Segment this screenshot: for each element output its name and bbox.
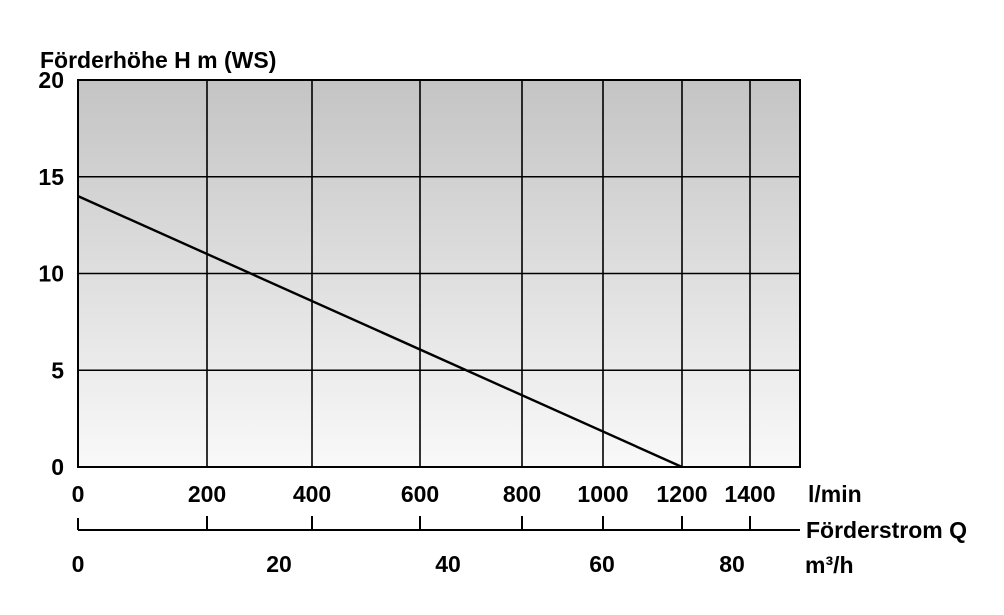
x-tick-label-m3h: 60 xyxy=(589,551,615,577)
y-tick-labels: 0 5 10 15 20 xyxy=(38,67,64,480)
y-tick-label: 10 xyxy=(38,261,64,287)
x-tick-label-lmin: 400 xyxy=(293,481,331,507)
series-line xyxy=(77,195,683,469)
y-axis-title: Förderhöhe H m (WS) xyxy=(40,47,276,73)
y-tick-label: 5 xyxy=(51,357,64,383)
y-tick-label: 15 xyxy=(38,164,64,190)
x-tick-label-lmin: 200 xyxy=(188,481,226,507)
x-tick-labels-lmin: 0 200 400 600 800 1000 1200 1400 xyxy=(72,481,776,507)
y-tick-label: 0 xyxy=(51,454,64,480)
x-axis-title: Förderstrom Q xyxy=(806,517,967,543)
x-tick-label-lmin: 1400 xyxy=(724,481,775,507)
x-tick-label-lmin: 1000 xyxy=(577,481,628,507)
x-tick-labels-m3h: 0 20 40 60 80 xyxy=(72,551,745,577)
y-tick-label: 20 xyxy=(38,67,64,93)
x-tick-label-m3h: 40 xyxy=(435,551,461,577)
x-tick-label-lmin: 0 xyxy=(72,481,85,507)
secondary-axis-ticks xyxy=(77,516,751,530)
grid-lines xyxy=(78,80,800,467)
x-tick-label-m3h: 20 xyxy=(266,551,292,577)
x-unit-m3h-label: m³/h xyxy=(805,552,854,578)
x-tick-label-lmin: 800 xyxy=(503,481,541,507)
x-unit-lmin-label: l/min xyxy=(808,481,862,507)
series-group xyxy=(77,195,683,469)
x-tick-label-lmin: 600 xyxy=(401,481,439,507)
x-tick-label-lmin: 1200 xyxy=(656,481,707,507)
x-tick-label-m3h: 0 xyxy=(72,551,85,577)
x-tick-label-m3h: 80 xyxy=(719,551,745,577)
